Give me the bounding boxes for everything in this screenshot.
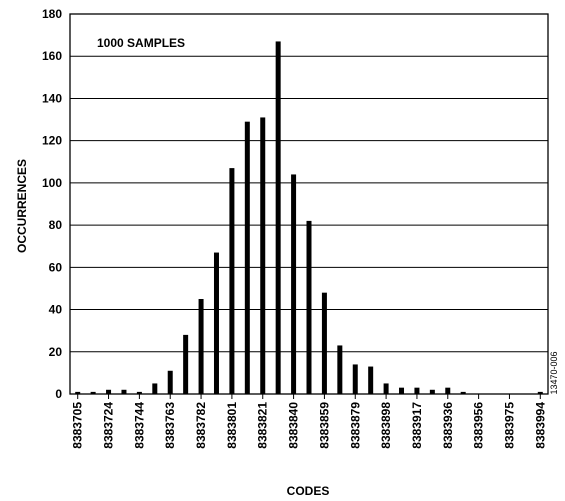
x-tick-label: 8383782	[194, 402, 208, 449]
bar	[337, 345, 343, 394]
bar	[121, 389, 127, 394]
x-tick-label: 8383763	[163, 402, 177, 449]
bar	[75, 391, 81, 394]
bar	[399, 387, 405, 394]
x-tick-label: 8383840	[287, 402, 301, 449]
x-axis-ticks: 8383705 8383724 8383744 8383763 8383782 83838…	[71, 394, 547, 449]
y-axis-title: OCCURRENCES	[15, 159, 29, 253]
bar	[106, 389, 112, 394]
bar	[260, 117, 266, 394]
x-tick-label: 8383801	[225, 402, 239, 449]
bar	[445, 387, 451, 394]
bars	[75, 41, 543, 395]
x-tick-label: 8383724	[102, 402, 116, 449]
x-tick-label: 8383859	[317, 402, 331, 449]
y-tick-label: 120	[42, 134, 62, 148]
x-tick-label: 8383744	[132, 402, 146, 449]
x-tick-label: 8383821	[256, 402, 270, 449]
bar	[414, 387, 420, 394]
y-tick-label: 160	[42, 49, 62, 63]
y-tick-label: 40	[49, 303, 63, 317]
bar	[275, 41, 281, 394]
sample-count-annotation: 1000 SAMPLES	[97, 36, 185, 50]
figure-id-label: 13470-006	[549, 351, 559, 394]
bar	[368, 366, 374, 394]
x-axis-title: CODES	[287, 484, 330, 498]
y-tick-label: 0	[55, 387, 62, 401]
x-tick-label: 8383956	[472, 402, 486, 449]
y-tick-label: 80	[49, 218, 63, 232]
x-tick-label: 8383975	[502, 402, 516, 449]
x-tick-label: 8383879	[348, 402, 362, 449]
y-tick-label: 60	[49, 260, 63, 274]
bar	[537, 391, 543, 394]
bar	[136, 391, 142, 394]
bar	[198, 299, 204, 394]
x-tick-label: 8383898	[379, 402, 393, 449]
y-tick-label: 180	[42, 7, 62, 21]
bar	[229, 168, 235, 394]
y-tick-label: 140	[42, 91, 62, 105]
bar	[90, 391, 96, 394]
bar	[152, 383, 158, 394]
bar	[167, 370, 173, 394]
bar	[244, 121, 250, 395]
y-tick-label: 20	[49, 345, 63, 359]
bar	[429, 389, 435, 394]
y-axis-ticks: 0 20 40 60 80 100 120 140 160 180	[42, 7, 62, 401]
bar	[460, 391, 466, 394]
x-tick-label: 8383917	[410, 402, 424, 449]
x-tick-label: 8383994	[533, 402, 547, 449]
bar	[183, 334, 189, 394]
bar	[321, 292, 327, 394]
x-tick-label: 8383936	[441, 402, 455, 449]
bar	[213, 252, 219, 394]
y-tick-label: 100	[42, 176, 62, 190]
x-tick-label: 8383705	[71, 402, 85, 449]
bar	[306, 220, 312, 394]
bar	[352, 364, 358, 394]
bar	[291, 174, 297, 394]
plot-frame	[69, 13, 549, 395]
bar	[383, 383, 389, 394]
